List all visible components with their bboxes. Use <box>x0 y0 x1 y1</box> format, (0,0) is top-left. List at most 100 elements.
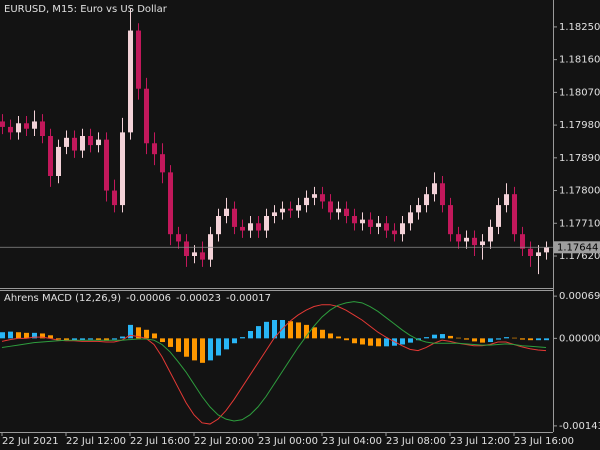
candle-body <box>112 190 117 206</box>
x-tick-label: 22 Jul 2021 <box>2 436 59 447</box>
histogram-bar <box>304 324 309 339</box>
candle-body <box>56 146 61 176</box>
histogram-bar <box>16 332 21 339</box>
histogram-bar <box>328 333 333 339</box>
candle-body <box>48 136 53 176</box>
histogram-bar <box>72 338 77 341</box>
candle-body <box>400 223 405 235</box>
candle-body <box>456 234 461 242</box>
histogram-bar <box>496 338 501 340</box>
histogram-bar <box>176 338 181 352</box>
histogram-bar <box>480 338 485 343</box>
histogram-bar <box>144 329 149 339</box>
y-tick-label: 1.17710 <box>559 218 600 229</box>
candle-body <box>504 194 509 206</box>
candle-body <box>184 241 189 256</box>
candle-body <box>192 252 197 256</box>
histogram-bar <box>104 338 109 341</box>
histogram-bar <box>192 338 197 361</box>
candle-body <box>136 30 141 89</box>
histogram-bar <box>288 321 293 339</box>
candle-body <box>264 216 269 231</box>
indicator-value: -0.00006 <box>126 293 171 304</box>
candle-body <box>328 201 333 213</box>
candle-body <box>232 208 237 227</box>
histogram-bar <box>344 338 349 341</box>
histogram-bar <box>240 337 245 339</box>
indicator-value: -0.00023 <box>176 293 221 304</box>
candle-body <box>288 208 293 211</box>
histogram-bar <box>352 338 357 344</box>
y-tick-label: 0.00000 <box>559 333 600 344</box>
histogram-bar <box>8 331 13 339</box>
histogram-bar <box>440 334 445 339</box>
candle-body <box>128 30 133 133</box>
candle-body <box>240 226 245 231</box>
candle-body <box>224 208 229 216</box>
x-tick-label: 22 Jul 16:00 <box>130 436 190 447</box>
last-price-box <box>554 241 600 254</box>
histogram-bar <box>424 337 429 339</box>
histogram-bar <box>536 338 541 341</box>
candle-body <box>144 88 149 144</box>
histogram-bar <box>224 338 229 350</box>
candle-body <box>216 216 221 235</box>
y-tick-label: 1.17800 <box>559 186 600 197</box>
candle-body <box>152 143 157 155</box>
histogram-bar <box>408 338 413 343</box>
y-tick-label: 1.17620 <box>559 251 600 262</box>
candle-body <box>536 252 541 256</box>
candle-body <box>320 194 325 202</box>
indicator-line <box>1 301 547 422</box>
histogram-bar <box>208 338 213 361</box>
candle-body <box>200 252 205 260</box>
candle-body <box>304 197 309 206</box>
candle-body <box>336 208 341 213</box>
x-tick-label: 23 Jul 08:00 <box>386 436 446 447</box>
histogram-bar <box>56 338 61 340</box>
candle-body <box>272 212 277 216</box>
candle-body <box>280 208 285 213</box>
histogram-bar <box>488 338 493 343</box>
candle-body <box>472 237 477 246</box>
histogram-bar <box>400 338 405 345</box>
histogram-bar <box>264 321 269 339</box>
histogram-bar <box>312 327 317 339</box>
candle-body <box>352 216 357 224</box>
candle-body <box>464 237 469 242</box>
histogram-bar <box>456 337 461 339</box>
histogram-bar <box>32 332 37 339</box>
histogram-bar <box>432 334 437 339</box>
histogram-bar <box>336 336 341 339</box>
histogram-bar <box>48 335 53 339</box>
histogram-bar <box>88 338 93 340</box>
candle-body <box>544 247 549 253</box>
histogram-bar <box>168 338 173 347</box>
histogram-bar <box>384 338 389 347</box>
histogram-bar <box>256 326 261 339</box>
y-tick-label: 1.18070 <box>559 87 600 98</box>
histogram-bar <box>80 338 85 341</box>
y-tick-label: -0.00143 <box>559 421 600 432</box>
histogram-bar <box>0 332 5 339</box>
histogram-bar <box>512 337 517 339</box>
candle-body <box>392 230 397 235</box>
candle-body <box>256 223 261 231</box>
candle-body <box>416 205 421 213</box>
candle-body <box>488 226 493 242</box>
candle-body <box>16 123 21 133</box>
histogram-bar <box>360 338 365 345</box>
candle-body <box>8 126 13 133</box>
histogram-bar <box>528 338 533 341</box>
candle-body <box>296 205 301 211</box>
candle-body <box>440 183 445 206</box>
candle-body <box>32 121 37 129</box>
candle-body <box>520 234 525 249</box>
histogram-bar <box>320 329 325 339</box>
candle-body <box>88 136 93 146</box>
histogram-bar <box>504 337 509 339</box>
histogram-bar <box>232 338 237 344</box>
histogram-bar <box>136 327 141 339</box>
